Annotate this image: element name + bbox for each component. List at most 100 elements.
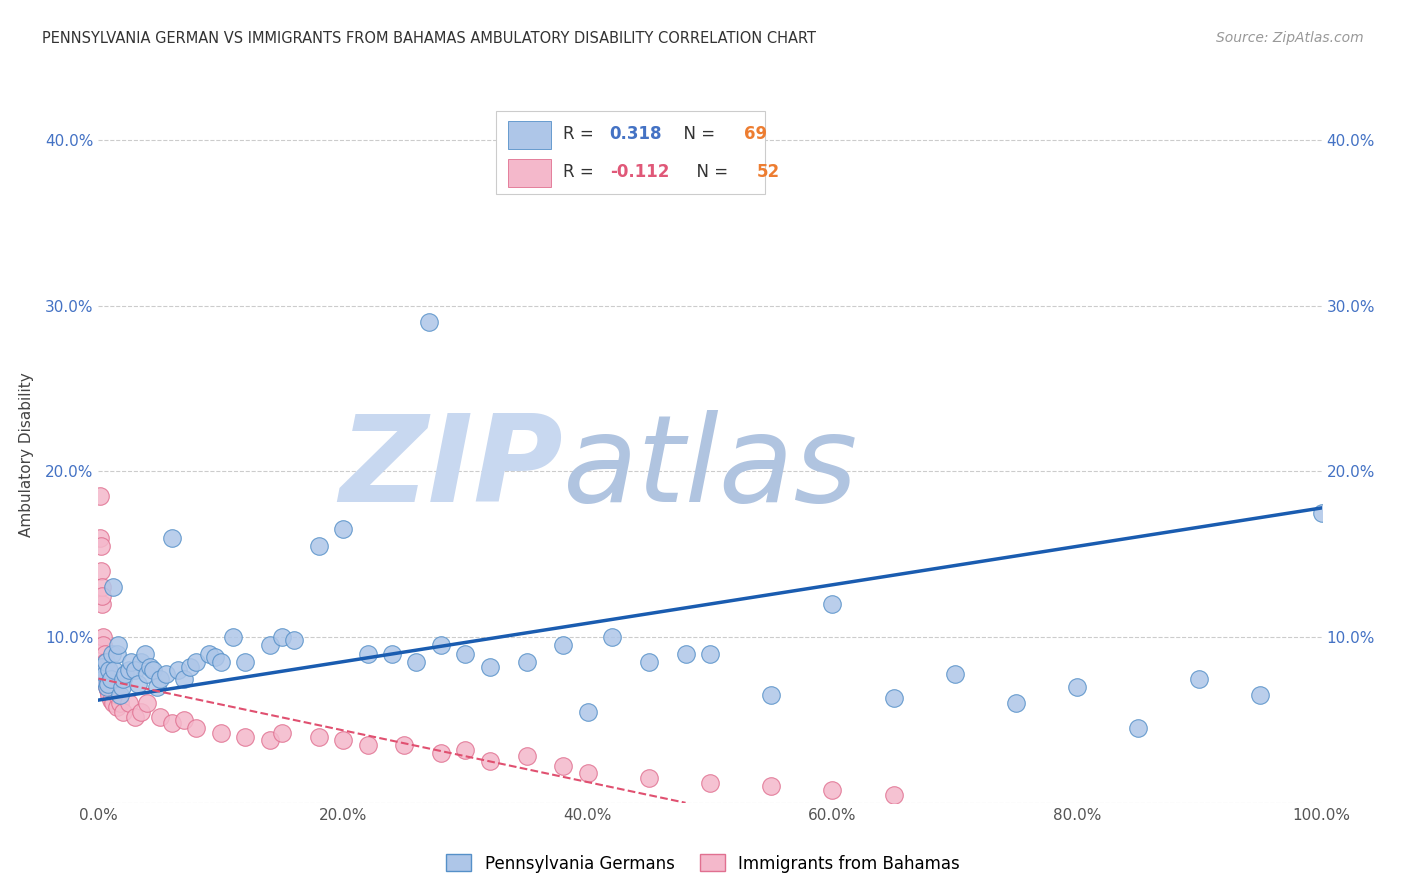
Point bbox=[392, 738, 416, 752]
Point bbox=[356, 647, 378, 661]
Point bbox=[97, 683, 120, 698]
Y-axis label: Ambulatory Disability: Ambulatory Disability bbox=[18, 373, 34, 537]
Point bbox=[1310, 506, 1333, 520]
Text: Source: ZipAtlas.com: Source: ZipAtlas.com bbox=[1216, 31, 1364, 45]
Point bbox=[283, 633, 305, 648]
Text: 52: 52 bbox=[756, 163, 780, 181]
Point bbox=[454, 647, 477, 661]
Point bbox=[381, 647, 404, 661]
Point bbox=[93, 647, 115, 661]
Point bbox=[136, 666, 159, 681]
Point bbox=[186, 655, 208, 669]
Point bbox=[259, 732, 281, 747]
Point bbox=[270, 726, 294, 740]
Point bbox=[114, 666, 136, 681]
Point bbox=[94, 655, 117, 669]
Point bbox=[418, 315, 440, 329]
Point bbox=[149, 672, 172, 686]
Point bbox=[129, 705, 152, 719]
Point bbox=[478, 660, 501, 674]
Point bbox=[222, 630, 245, 644]
Point bbox=[129, 655, 152, 669]
Point bbox=[699, 776, 721, 790]
Point bbox=[100, 672, 122, 686]
Point bbox=[97, 676, 120, 690]
FancyBboxPatch shape bbox=[508, 121, 551, 149]
Point bbox=[308, 730, 330, 744]
Point bbox=[101, 647, 124, 661]
Point bbox=[111, 672, 134, 686]
Point bbox=[167, 663, 190, 677]
Point bbox=[101, 697, 124, 711]
Point bbox=[883, 788, 905, 802]
Text: R =: R = bbox=[564, 163, 599, 181]
Point bbox=[91, 639, 114, 653]
Text: N =: N = bbox=[686, 163, 733, 181]
Point bbox=[134, 647, 156, 661]
Point bbox=[943, 666, 966, 681]
Point bbox=[91, 672, 114, 686]
Point bbox=[155, 666, 177, 681]
Point bbox=[332, 523, 354, 537]
Point bbox=[576, 705, 599, 719]
Point bbox=[91, 589, 114, 603]
Point bbox=[553, 759, 575, 773]
Point bbox=[89, 489, 111, 503]
Point bbox=[111, 705, 134, 719]
Point bbox=[821, 782, 844, 797]
Point bbox=[103, 663, 125, 677]
Point bbox=[100, 693, 122, 707]
Point bbox=[90, 564, 112, 578]
Point bbox=[515, 166, 537, 180]
Point bbox=[515, 655, 537, 669]
Point bbox=[332, 732, 354, 747]
Point bbox=[186, 721, 208, 735]
Point bbox=[139, 660, 162, 674]
Text: 69: 69 bbox=[744, 125, 768, 144]
Point bbox=[1128, 721, 1150, 735]
Text: 0.318: 0.318 bbox=[610, 125, 662, 144]
Legend: Pennsylvania Germans, Immigrants from Bahamas: Pennsylvania Germans, Immigrants from Ba… bbox=[440, 847, 966, 880]
Point bbox=[101, 581, 124, 595]
Point bbox=[430, 639, 453, 653]
Point bbox=[173, 713, 195, 727]
Point bbox=[136, 697, 159, 711]
Point bbox=[233, 730, 256, 744]
Point bbox=[454, 743, 477, 757]
Text: N =: N = bbox=[673, 125, 721, 144]
Point bbox=[1004, 697, 1026, 711]
Point bbox=[90, 539, 112, 553]
Text: ZIP: ZIP bbox=[339, 410, 564, 527]
Point bbox=[105, 688, 128, 702]
Point bbox=[105, 699, 128, 714]
Point bbox=[405, 655, 427, 669]
Point bbox=[1066, 680, 1088, 694]
Point bbox=[197, 647, 219, 661]
Point bbox=[110, 697, 132, 711]
Point bbox=[97, 676, 120, 690]
Point bbox=[96, 660, 118, 674]
Point bbox=[675, 647, 697, 661]
Point bbox=[160, 531, 183, 545]
FancyBboxPatch shape bbox=[496, 111, 765, 194]
Point bbox=[308, 539, 330, 553]
Point bbox=[124, 709, 146, 723]
Point bbox=[270, 630, 294, 644]
FancyBboxPatch shape bbox=[508, 159, 551, 187]
Point bbox=[118, 697, 141, 711]
Text: PENNSYLVANIA GERMAN VS IMMIGRANTS FROM BAHAMAS AMBULATORY DISABILITY CORRELATION: PENNSYLVANIA GERMAN VS IMMIGRANTS FROM B… bbox=[42, 31, 815, 46]
Point bbox=[149, 709, 172, 723]
Point bbox=[1249, 688, 1271, 702]
Point bbox=[761, 779, 783, 793]
Text: -0.112: -0.112 bbox=[610, 163, 669, 181]
Point bbox=[105, 647, 128, 661]
Point bbox=[91, 581, 114, 595]
Point bbox=[160, 716, 183, 731]
Point bbox=[93, 655, 115, 669]
Point bbox=[96, 680, 118, 694]
Point bbox=[761, 688, 783, 702]
Point bbox=[146, 680, 169, 694]
Point bbox=[100, 680, 122, 694]
Point bbox=[1188, 672, 1211, 686]
Point bbox=[821, 597, 844, 611]
